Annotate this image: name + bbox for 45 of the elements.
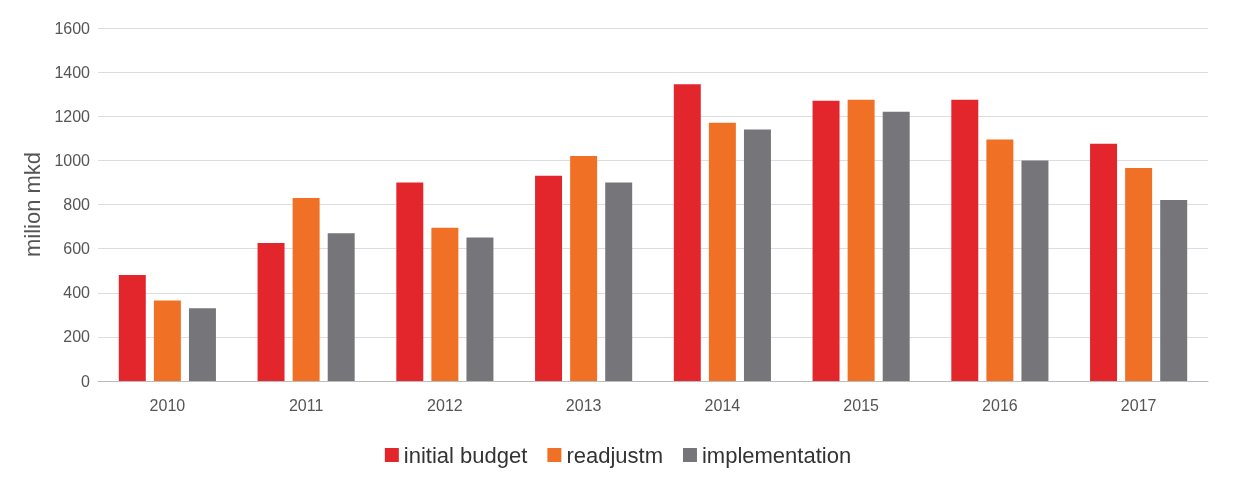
y-tick-label: 600 <box>63 240 91 258</box>
y-tick-label: 1000 <box>54 151 91 169</box>
x-tick-label: 2016 <box>982 396 1018 414</box>
bar <box>292 197 320 381</box>
x-tick-label: 2015 <box>843 396 880 414</box>
x-tick-label: 2013 <box>565 396 602 414</box>
bar <box>743 129 771 381</box>
legend-label: implementation <box>701 442 852 468</box>
bar <box>812 100 840 381</box>
bar <box>396 182 424 381</box>
y-tick-label: 400 <box>63 284 91 302</box>
bar <box>570 155 598 381</box>
y-axis-title: milion mkd <box>19 151 45 258</box>
bar <box>605 182 633 381</box>
x-tick-label: 2010 <box>149 396 186 414</box>
bar <box>153 300 181 381</box>
bar <box>188 308 216 381</box>
bar <box>535 175 563 381</box>
x-tick-label: 2017 <box>1120 396 1157 414</box>
bar <box>118 275 146 381</box>
bar <box>951 99 979 381</box>
bar <box>431 227 459 381</box>
bar <box>1090 143 1118 381</box>
y-tick-label: 1600 <box>54 19 91 37</box>
y-tick-label: 200 <box>63 328 91 346</box>
x-tick-label: 2014 <box>704 396 741 414</box>
bar <box>257 243 285 381</box>
y-tick-label: 800 <box>63 196 91 213</box>
x-tick-label: 2011 <box>288 396 324 414</box>
bar <box>708 122 736 381</box>
bar <box>882 111 910 381</box>
y-tick-label: 0 <box>81 372 91 390</box>
x-tick-label: 2012 <box>427 396 463 414</box>
bar <box>986 139 1014 381</box>
bar <box>673 84 701 381</box>
y-tick-label: 1400 <box>54 63 91 81</box>
bar <box>1125 168 1153 381</box>
legend-label: readjustm <box>566 442 663 468</box>
bar <box>466 237 494 381</box>
bar <box>1021 160 1049 381</box>
bar <box>1160 200 1188 381</box>
bar <box>327 233 355 381</box>
legend-label: initial budget <box>403 442 528 468</box>
y-tick-label: 1200 <box>54 107 91 125</box>
bar <box>847 99 875 381</box>
